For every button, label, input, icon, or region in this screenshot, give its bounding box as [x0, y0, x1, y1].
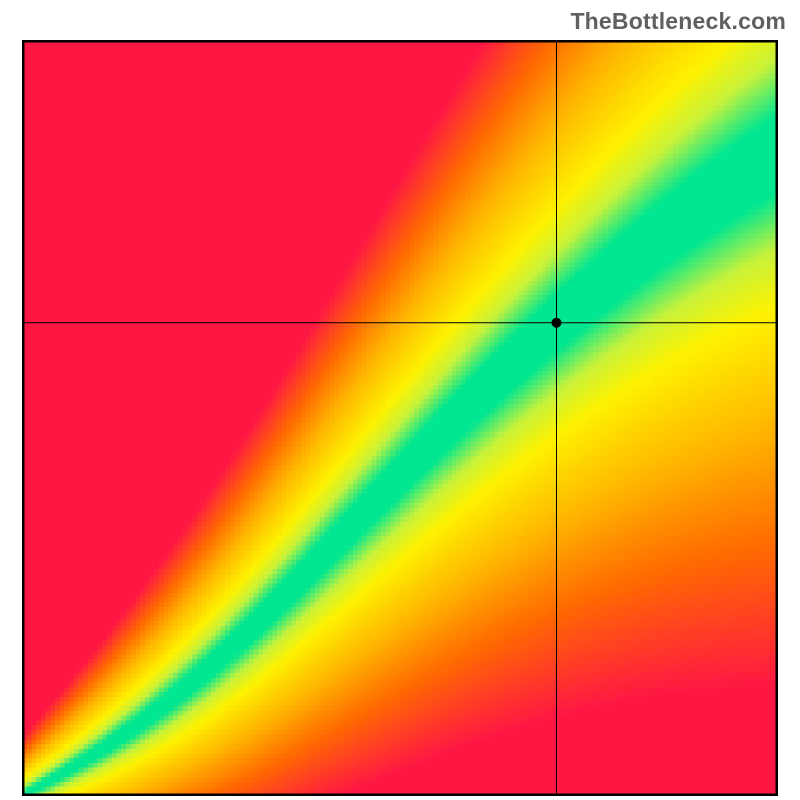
plot-area: [22, 40, 778, 796]
heatmap-canvas: [22, 40, 778, 796]
watermark-text: TheBottleneck.com: [570, 8, 786, 35]
